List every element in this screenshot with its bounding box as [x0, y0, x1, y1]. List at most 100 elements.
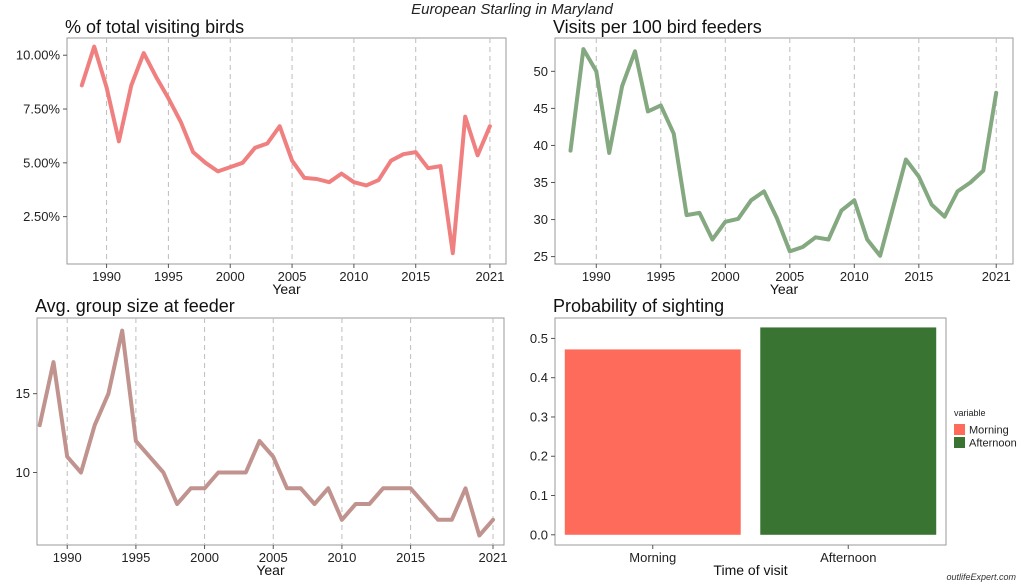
data-point — [79, 471, 83, 475]
data-point — [981, 169, 985, 173]
data-point — [594, 69, 598, 73]
data-point — [271, 455, 275, 459]
data-point — [381, 486, 385, 490]
y-tick-label: 10 — [16, 465, 30, 480]
data-point — [968, 181, 972, 185]
data-point — [878, 254, 882, 258]
credit-watermark: outlifeExpert.com — [946, 572, 1016, 582]
data-point — [315, 177, 319, 181]
panel-probability-of-sighting: Probability of sighting 0.0 0.1 0.2 0.3 0.4 0.… — [530, 296, 1017, 578]
data-point — [340, 518, 344, 522]
data-point — [52, 360, 56, 364]
data-point — [241, 161, 245, 165]
data-point — [129, 83, 133, 87]
data-point — [659, 103, 663, 107]
data-point — [409, 486, 413, 490]
data-point — [814, 235, 818, 239]
plot-frame — [36, 317, 505, 546]
data-point — [956, 189, 960, 193]
data-point — [80, 83, 84, 87]
data-point — [685, 213, 689, 217]
x-tick-label: 1990 — [92, 269, 121, 284]
x-tick-label: 1990 — [53, 550, 82, 565]
data-point — [189, 486, 193, 490]
data-point — [154, 75, 158, 79]
x-tick-label: 2005 — [278, 269, 307, 284]
data-point — [326, 486, 330, 490]
plot-frame — [554, 37, 1014, 265]
data-point — [290, 159, 294, 163]
data-point — [414, 150, 418, 154]
x-tick-label: 2015 — [401, 269, 430, 284]
data-point — [463, 115, 467, 119]
bar-morning — [564, 349, 741, 535]
y-tick-label: 0.1 — [530, 488, 548, 503]
data-point — [827, 238, 831, 242]
data-point — [994, 91, 998, 95]
data-point — [891, 206, 895, 210]
data-point — [161, 471, 165, 475]
data-point — [92, 45, 96, 49]
data-point — [389, 159, 393, 163]
x-tick-label: 1990 — [582, 269, 611, 284]
x-tick-label: 2005 — [775, 269, 804, 284]
y-tick-label: 2.50% — [23, 209, 60, 224]
x-tick-label: Afternoon — [820, 550, 876, 565]
data-point — [775, 216, 779, 220]
data-point — [278, 124, 282, 128]
data-point — [352, 180, 356, 184]
data-point — [439, 164, 443, 168]
panel-title: Avg. group size at feeder — [35, 296, 235, 316]
data-point — [134, 439, 138, 443]
data-point — [436, 518, 440, 522]
y-tick-label: 25 — [534, 249, 548, 264]
data-point — [327, 180, 331, 184]
data-point — [367, 502, 371, 506]
y-tick-label: 35 — [534, 175, 548, 190]
panel-title: Probability of sighting — [553, 296, 724, 316]
x-tick-label: 2000 — [216, 269, 245, 284]
x-tick-label: 1995 — [121, 550, 150, 565]
y-tick-label: 5.00% — [23, 155, 60, 170]
data-point — [422, 502, 426, 506]
x-tick-label: 1995 — [646, 269, 675, 284]
x-axis-label: Year — [770, 281, 799, 297]
data-point — [313, 502, 317, 506]
data-point — [228, 165, 232, 169]
x-tick-label: 2010 — [840, 269, 869, 284]
series-line — [37, 328, 495, 538]
y-tick-label: 10.00% — [16, 48, 61, 63]
legend-label: Afternoon — [969, 438, 1017, 450]
y-tick-label: 50 — [534, 64, 548, 79]
data-point — [762, 189, 766, 193]
data-point — [354, 502, 358, 506]
data-point — [105, 86, 109, 90]
y-tick-label: 0.4 — [530, 370, 548, 385]
plot-frame — [554, 317, 947, 546]
data-point — [865, 238, 869, 242]
data-point — [258, 439, 262, 443]
data-point — [148, 455, 152, 459]
x-tick-label: 2015 — [904, 269, 933, 284]
data-point — [117, 139, 121, 143]
data-point — [904, 158, 908, 162]
x-tick-label: 2015 — [396, 550, 425, 565]
data-point — [852, 198, 856, 202]
data-point — [204, 161, 208, 165]
data-point — [488, 124, 492, 128]
x-tick-label: 2000 — [190, 550, 219, 565]
data-point — [191, 150, 195, 154]
data-point — [569, 149, 573, 153]
data-point — [491, 518, 495, 522]
data-point — [166, 96, 170, 100]
x-tick-label: 2021 — [982, 269, 1011, 284]
data-point — [120, 329, 124, 333]
data-point — [285, 486, 289, 490]
panel-title: % of total visiting birds — [65, 17, 244, 37]
y-tick-label: 0.2 — [530, 449, 548, 464]
data-point — [230, 471, 234, 475]
x-tick-label: 1995 — [154, 269, 183, 284]
data-point — [65, 455, 69, 459]
